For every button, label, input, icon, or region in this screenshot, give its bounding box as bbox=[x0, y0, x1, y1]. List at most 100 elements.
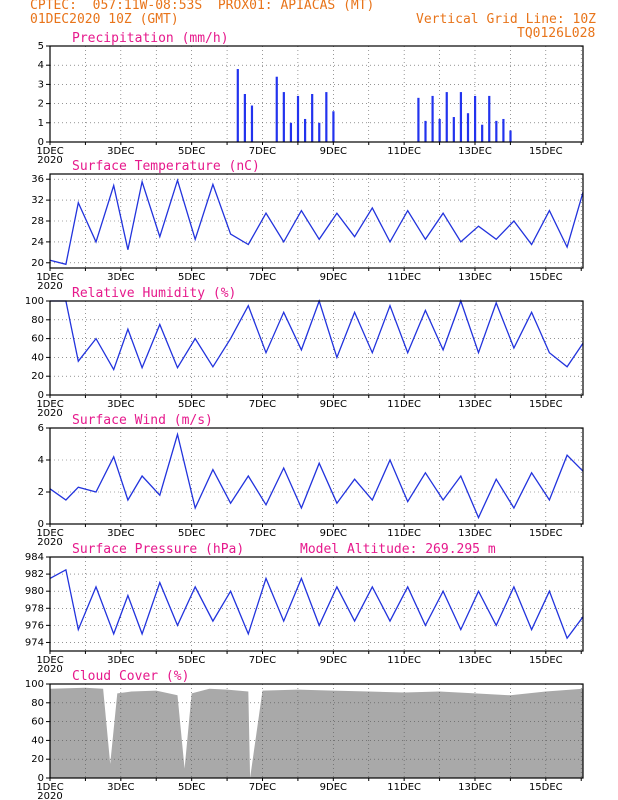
y-tick-label: 60 bbox=[31, 717, 44, 728]
precip-bar bbox=[289, 122, 293, 142]
x-tick-label: 11DEC bbox=[387, 528, 421, 539]
series-line bbox=[50, 298, 584, 372]
y-tick-label: 32 bbox=[31, 195, 44, 206]
x-tick-label: 5DEC bbox=[178, 146, 205, 157]
precip-bar bbox=[282, 92, 285, 142]
x-tick-label: 15DEC bbox=[529, 399, 563, 410]
y-tick-label: 100 bbox=[25, 679, 44, 690]
header-station: CPTEC: 057:11W-08:53S PROX01: APIACAS (M… bbox=[30, 0, 375, 13]
precip-bar bbox=[424, 120, 427, 142]
y-tick-label: 0 bbox=[38, 773, 44, 784]
x-tick-label: 13DEC bbox=[458, 399, 492, 410]
x-year-label: 2020 bbox=[37, 155, 62, 166]
y-tick-label: 5 bbox=[38, 41, 44, 52]
x-tick-label: 5DEC bbox=[178, 528, 205, 539]
x-tick-label: 1DEC bbox=[36, 272, 63, 283]
precip-bar bbox=[481, 124, 484, 142]
x-tick-label: 11DEC bbox=[387, 655, 421, 666]
y-tick-label: 40 bbox=[31, 735, 44, 746]
y-tick-label: 1 bbox=[38, 118, 44, 129]
panel-frame bbox=[49, 427, 584, 525]
x-tick-label: 1DEC bbox=[36, 146, 63, 157]
series-line bbox=[49, 568, 584, 640]
y-tick-label: 24 bbox=[31, 237, 44, 248]
precip-bar bbox=[473, 95, 477, 142]
y-tick-label: 100 bbox=[25, 296, 44, 307]
x-tick-label: 13DEC bbox=[458, 272, 492, 283]
x-tick-label: 3DEC bbox=[107, 655, 134, 666]
x-tick-label: 7DEC bbox=[249, 782, 276, 793]
y-tick-label: 20 bbox=[31, 371, 44, 382]
y-tick-label: 0 bbox=[38, 137, 44, 148]
precip-bar bbox=[417, 97, 420, 142]
y-tick-label: 3 bbox=[38, 79, 44, 90]
panel-frame bbox=[49, 683, 584, 779]
header-date: 01DEC2020 10Z (GMT) bbox=[30, 12, 179, 27]
panel-frame bbox=[49, 173, 584, 269]
x-tick-label: 3DEC bbox=[107, 146, 134, 157]
x-tick-label: 15DEC bbox=[529, 655, 563, 666]
x-tick-label: 7DEC bbox=[249, 399, 276, 410]
panel-frame bbox=[49, 300, 584, 396]
header-grid-note: Vertical Grid Line: 10Z bbox=[416, 12, 597, 27]
y-tick-label: 0 bbox=[38, 519, 44, 530]
x-tick-label: 9DEC bbox=[320, 655, 347, 666]
y-tick-label: 2 bbox=[38, 487, 44, 498]
y-tick-label: 4 bbox=[38, 455, 44, 466]
precip-bar bbox=[459, 92, 463, 142]
panel-title: Relative Humidity (%) bbox=[72, 286, 236, 301]
x-tick-label: 15DEC bbox=[529, 782, 563, 793]
x-tick-label: 11DEC bbox=[387, 272, 421, 283]
y-tick-label: 978 bbox=[25, 603, 44, 614]
panel-title: Surface Wind (m/s) bbox=[72, 413, 213, 428]
x-tick-label: 1DEC bbox=[36, 782, 63, 793]
x-tick-label: 3DEC bbox=[107, 782, 134, 793]
x-tick-label: 1DEC bbox=[36, 399, 63, 410]
x-tick-label: 11DEC bbox=[387, 782, 421, 793]
x-tick-label: 13DEC bbox=[458, 146, 492, 157]
x-tick-label: 7DEC bbox=[249, 272, 276, 283]
y-tick-label: 0 bbox=[38, 390, 44, 401]
x-tick-label: 7DEC bbox=[249, 146, 276, 157]
x-tick-label: 5DEC bbox=[178, 782, 205, 793]
x-tick-label: 15DEC bbox=[529, 272, 563, 283]
x-tick-label: 13DEC bbox=[458, 528, 492, 539]
header-model: TQ0126L028 bbox=[517, 26, 596, 41]
x-tick-label: 9DEC bbox=[320, 782, 347, 793]
y-tick-label: 80 bbox=[31, 698, 44, 709]
precip-bar bbox=[303, 118, 307, 142]
x-tick-label: 7DEC bbox=[249, 655, 276, 666]
y-tick-label: 976 bbox=[25, 620, 44, 631]
precip-bar bbox=[332, 111, 335, 142]
series-line bbox=[49, 178, 584, 266]
y-tick-label: 60 bbox=[31, 334, 44, 345]
x-tick-label: 3DEC bbox=[107, 272, 134, 283]
x-tick-label: 15DEC bbox=[529, 146, 563, 157]
panel-title: Precipitation (mm/h) bbox=[72, 31, 229, 46]
precip-bar bbox=[445, 92, 448, 142]
precip-bar bbox=[325, 92, 328, 142]
precip-bar bbox=[488, 95, 491, 142]
precip-bar bbox=[318, 122, 321, 142]
x-tick-label: 9DEC bbox=[320, 272, 347, 283]
y-tick-label: 20 bbox=[31, 258, 44, 269]
precip-bar bbox=[236, 69, 239, 142]
y-tick-label: 36 bbox=[31, 174, 44, 185]
x-year-label: 2020 bbox=[37, 664, 62, 675]
y-tick-label: 80 bbox=[31, 315, 44, 326]
precip-bar bbox=[502, 118, 505, 142]
x-tick-label: 13DEC bbox=[458, 782, 492, 793]
x-tick-label: 1DEC bbox=[36, 528, 63, 539]
x-tick-label: 11DEC bbox=[387, 146, 421, 157]
precip-bar bbox=[243, 94, 246, 142]
precip-bar bbox=[509, 130, 512, 142]
y-tick-label: 40 bbox=[31, 352, 44, 363]
y-tick-label: 6 bbox=[38, 423, 44, 434]
precip-bar bbox=[311, 94, 314, 142]
x-tick-label: 7DEC bbox=[249, 528, 276, 539]
precip-bar bbox=[296, 95, 300, 142]
x-tick-label: 1DEC bbox=[36, 655, 63, 666]
y-tick-label: 28 bbox=[31, 216, 44, 227]
panel-title: Cloud Cover (%) bbox=[72, 669, 189, 684]
